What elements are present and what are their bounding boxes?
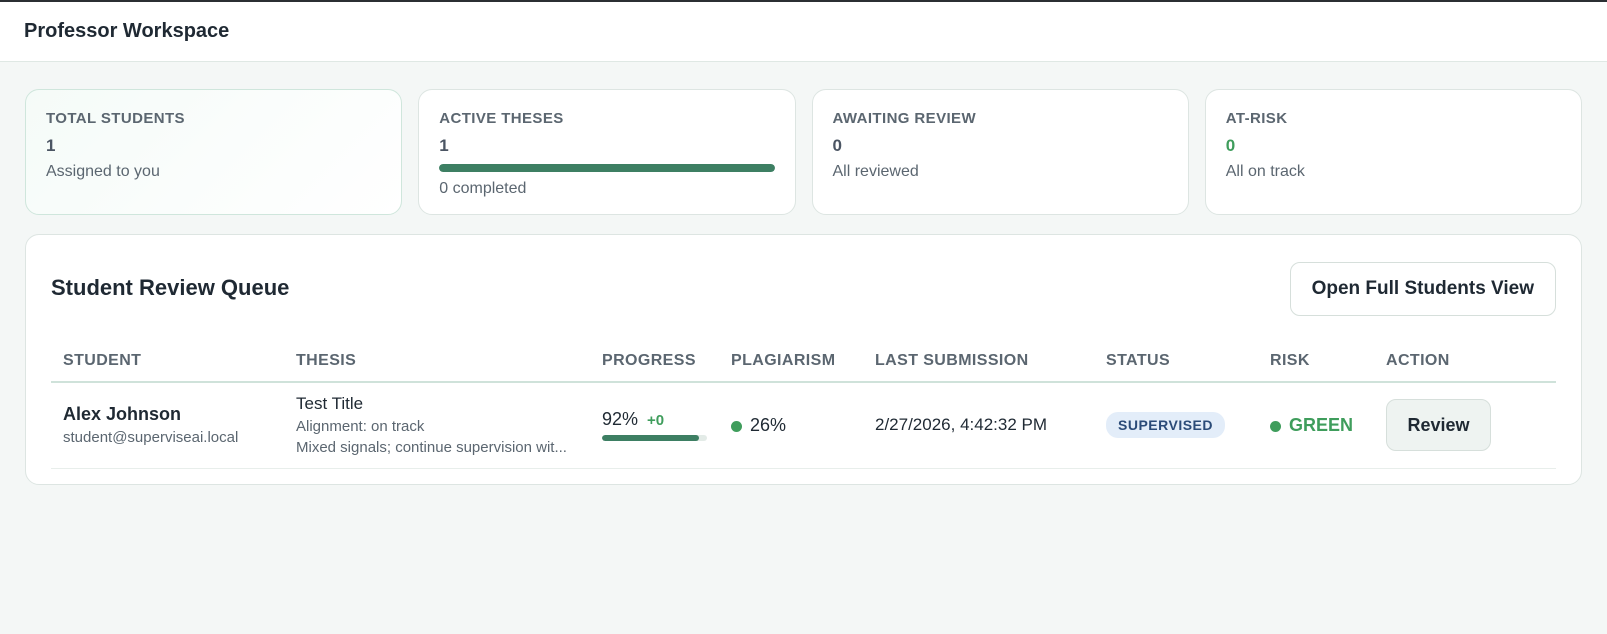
column-header-plagiarism: PLAGIARISM: [719, 340, 863, 383]
stat-subtext: All on track: [1225, 163, 1305, 180]
progress-cell: 92% +0: [590, 382, 719, 469]
stat-card-at-risk: AT-RISK 0 All on track: [1204, 89, 1582, 215]
stat-card-active-theses: ACTIVE THESES 1 0 completed: [418, 89, 796, 215]
active-theses-progress-bar: [439, 164, 775, 172]
column-header-risk: RISK: [1258, 340, 1374, 383]
queue-header: Student Review Queue Open Full Students …: [51, 235, 1556, 340]
review-queue-table: STUDENT THESIS PROGRESS PLAGIARISM LAST …: [51, 340, 1556, 469]
last-submission-date: 2/27/2026, 4:42:32 PM: [875, 415, 1048, 435]
stat-label: AT-RISK: [1225, 110, 1288, 127]
table-header-row: STUDENT THESIS PROGRESS PLAGIARISM LAST …: [51, 340, 1556, 383]
stat-card-total-students: TOTAL STUDENTS 1 Assigned to you: [25, 89, 403, 215]
last-submission-cell: 2/27/2026, 4:42:32 PM: [863, 382, 1094, 469]
stat-value: 1: [439, 136, 449, 155]
stat-card-awaiting-review: AWAITING REVIEW 0 All reviewed: [811, 89, 1189, 215]
thesis-note: Mixed signals; continue supervision wit.…: [296, 439, 567, 457]
stat-label: AWAITING REVIEW: [832, 110, 977, 127]
stat-subtext: All reviewed: [832, 163, 919, 180]
student-name: Alex Johnson: [63, 404, 182, 425]
status-cell: SUPERVISED: [1094, 382, 1258, 469]
progress-bar: [602, 435, 707, 442]
column-header-last-submission: LAST SUBMISSION: [863, 340, 1094, 383]
risk-cell: GREEN: [1258, 382, 1374, 469]
progress-delta: +0: [647, 412, 665, 430]
stat-label: TOTAL STUDENTS: [46, 110, 185, 127]
progress-fill: [439, 164, 775, 172]
plagiarism-value: 26%: [750, 414, 787, 435]
stat-label: ACTIVE THESES: [439, 110, 564, 127]
thesis-cell: Test Title Alignment: on track Mixed sig…: [284, 382, 590, 469]
stat-subtext: Assigned to you: [46, 163, 160, 180]
thesis-alignment: Alignment: on track: [296, 418, 425, 436]
page-title: Professor Workspace: [24, 20, 230, 42]
column-header-thesis: THESIS: [284, 340, 590, 383]
stat-value: 0: [832, 136, 842, 155]
stat-value: 0: [1225, 136, 1236, 155]
risk-dot-icon: [1270, 421, 1281, 433]
stats-row: TOTAL STUDENTS 1 Assigned to you ACTIVE …: [25, 89, 1582, 215]
review-button[interactable]: Review: [1386, 399, 1491, 452]
plagiarism-cell: 26%: [719, 382, 863, 469]
thesis-title: Test Title: [296, 394, 364, 414]
table-row: Alex Johnson student@superviseai.local T…: [51, 382, 1556, 469]
progress-value: 92%: [602, 409, 639, 430]
action-cell: Review: [1374, 382, 1556, 469]
column-header-status: STATUS: [1094, 340, 1258, 383]
stat-subtext: 0 completed: [439, 180, 527, 197]
progress-fill: [602, 435, 699, 442]
risk-value: GREEN: [1289, 414, 1354, 435]
column-header-student: STUDENT: [51, 340, 284, 383]
queue-title: Student Review Queue: [51, 274, 290, 300]
stat-value: 1: [46, 136, 56, 155]
plagiarism-status-dot-icon: [731, 421, 742, 433]
column-header-action: ACTION: [1374, 340, 1556, 383]
student-review-queue: Student Review Queue Open Full Students …: [25, 234, 1582, 485]
status-badge: SUPERVISED: [1106, 412, 1225, 439]
open-full-students-view-button[interactable]: Open Full Students View: [1289, 261, 1556, 316]
student-cell: Alex Johnson student@superviseai.local: [51, 382, 284, 469]
student-email: student@superviseai.local: [63, 429, 239, 447]
column-header-progress: PROGRESS: [590, 340, 719, 383]
top-bar: Professor Workspace: [0, 2, 1607, 62]
